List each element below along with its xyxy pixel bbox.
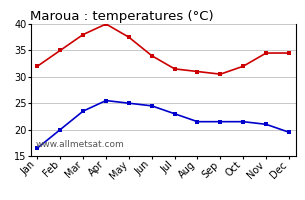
Text: www.allmetsat.com: www.allmetsat.com (36, 140, 124, 149)
Text: Maroua : temperatures (°C): Maroua : temperatures (°C) (30, 10, 214, 23)
